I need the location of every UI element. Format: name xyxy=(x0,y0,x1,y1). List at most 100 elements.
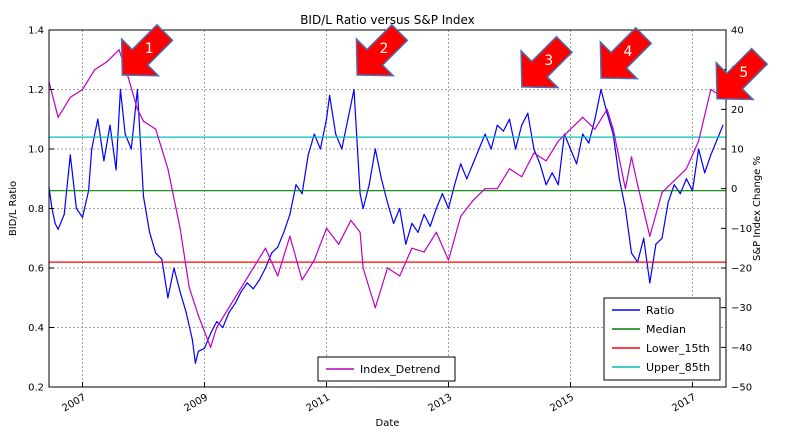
data-point xyxy=(618,178,620,180)
data-point xyxy=(624,207,626,210)
y-tick-label: 0.8 xyxy=(28,204,44,215)
data-point xyxy=(271,252,273,254)
data-point xyxy=(362,267,364,269)
x-tick-label: 2007 xyxy=(61,392,89,414)
annotation-label: 1 xyxy=(145,41,154,57)
data-point xyxy=(81,88,84,91)
data-point xyxy=(594,128,596,130)
data-point xyxy=(103,160,105,162)
data-point xyxy=(667,201,669,204)
data-point xyxy=(496,124,498,126)
data-point xyxy=(612,128,614,130)
data-point xyxy=(643,237,645,239)
annotation-arrow-2: 2 xyxy=(355,23,409,77)
data-point xyxy=(313,133,315,135)
data-point xyxy=(429,225,431,227)
data-point xyxy=(502,130,504,132)
data-point xyxy=(411,222,413,224)
data-point xyxy=(600,88,602,91)
y-right-tick-label: 10 xyxy=(731,145,744,156)
data-point xyxy=(353,88,355,91)
data-point xyxy=(496,188,498,190)
data-point xyxy=(142,196,145,198)
data-point xyxy=(575,163,578,165)
data-point xyxy=(551,172,553,174)
data-point xyxy=(127,77,129,79)
y-right-tick-label: −10 xyxy=(731,224,752,235)
x-axis-label: Date xyxy=(376,418,400,429)
data-point xyxy=(203,347,206,349)
arrow-shape xyxy=(599,26,653,80)
series-line xyxy=(48,88,724,364)
data-point xyxy=(478,148,480,150)
data-point xyxy=(508,168,511,170)
data-point xyxy=(630,156,633,158)
data-point xyxy=(167,168,169,170)
annotation-label: 4 xyxy=(624,44,633,60)
data-point xyxy=(289,213,291,216)
data-point xyxy=(216,326,218,329)
data-point xyxy=(325,118,328,120)
data-point xyxy=(557,140,559,142)
data-point xyxy=(301,193,303,195)
data-point xyxy=(325,227,328,229)
data-point xyxy=(185,312,187,314)
y-tick-label: 1.4 xyxy=(28,26,44,37)
data-point xyxy=(704,172,706,174)
annotation-arrow-4: 4 xyxy=(599,26,653,80)
data-point xyxy=(277,275,279,277)
data-point xyxy=(234,303,236,305)
data-point xyxy=(97,118,99,120)
annotation-label: 5 xyxy=(739,65,748,81)
data-point xyxy=(289,235,291,237)
data-point xyxy=(142,120,145,122)
data-point xyxy=(179,291,181,293)
data-point xyxy=(472,199,474,202)
data-point xyxy=(69,154,71,156)
data-point xyxy=(661,237,663,239)
data-point xyxy=(380,178,383,180)
data-point xyxy=(411,247,413,249)
data-point xyxy=(194,362,196,364)
data-point xyxy=(673,180,675,182)
data-point xyxy=(91,148,93,150)
y-right-tick-label: −50 xyxy=(731,383,752,394)
data-point xyxy=(697,140,700,142)
data-point xyxy=(582,133,584,135)
data-point xyxy=(679,193,681,195)
x-tick-label: 2015 xyxy=(548,392,576,414)
data-point xyxy=(216,320,218,323)
data-point xyxy=(508,118,511,120)
x-tick-label: 2017 xyxy=(670,392,698,414)
data-point xyxy=(283,231,285,233)
series-ratio xyxy=(48,88,724,364)
data-point xyxy=(167,297,169,299)
data-point xyxy=(453,184,456,186)
arrow-shape xyxy=(520,35,574,89)
chart-title: BID/L Ratio versus S&P Index xyxy=(300,13,475,27)
data-point xyxy=(636,184,639,186)
annotation-arrow-1: 1 xyxy=(120,23,174,77)
data-point xyxy=(57,228,59,230)
data-point xyxy=(319,148,322,150)
data-point xyxy=(119,88,121,91)
data-point xyxy=(514,148,517,150)
annotations-layer: 1 2 3 4 5 xyxy=(120,23,769,101)
data-point xyxy=(545,160,547,162)
data-point xyxy=(335,133,337,135)
series-layer xyxy=(48,49,726,364)
data-point xyxy=(484,188,486,190)
annotation-arrow-3: 3 xyxy=(520,35,574,89)
data-point xyxy=(392,222,395,224)
legend-box xyxy=(603,297,721,381)
data-point xyxy=(594,118,596,120)
data-point xyxy=(246,282,248,284)
data-point xyxy=(118,49,120,51)
data-point xyxy=(191,338,193,340)
data-point xyxy=(301,279,303,281)
data-point xyxy=(423,251,425,253)
data-point xyxy=(435,231,437,233)
data-point xyxy=(307,154,309,156)
y-tick-label: 1.2 xyxy=(28,85,44,96)
data-point xyxy=(441,193,443,195)
